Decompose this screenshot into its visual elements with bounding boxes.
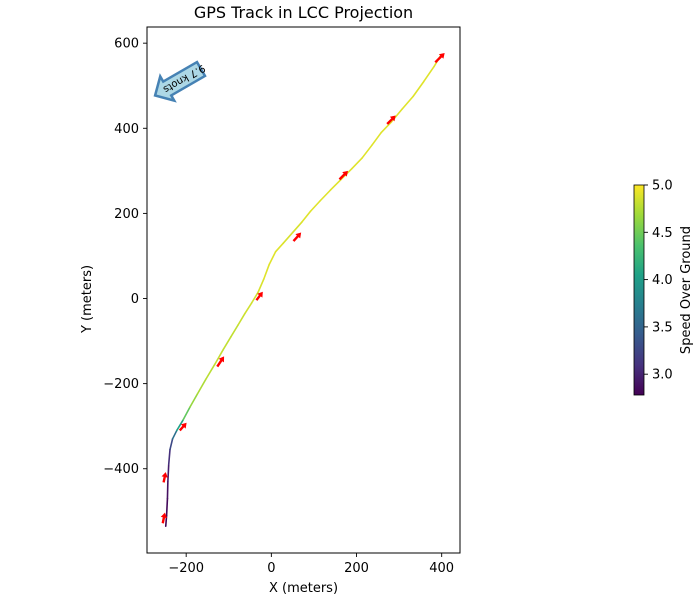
y-axis-label: Y (meters) bbox=[80, 265, 95, 334]
track-segment bbox=[262, 263, 271, 281]
track-segment bbox=[257, 278, 265, 293]
x-tick-label: 400 bbox=[429, 561, 454, 576]
track-segment bbox=[237, 312, 246, 326]
colorbar-gradient bbox=[633, 184, 645, 396]
track-segment bbox=[291, 221, 303, 234]
track-segment bbox=[380, 121, 393, 134]
plot-frame bbox=[146, 26, 461, 554]
colorbar-tick-label: 3.5 bbox=[652, 320, 673, 335]
direction-arrow bbox=[255, 291, 263, 301]
track-segment bbox=[196, 378, 207, 396]
direction-arrow bbox=[434, 52, 445, 64]
wind-arrow-icon bbox=[153, 60, 207, 103]
track-segment bbox=[165, 497, 169, 517]
colorbar-ticks: 5.0 4.5 4.0 3.5 3.0 bbox=[644, 179, 673, 383]
y-tick-label: 400 bbox=[114, 122, 139, 137]
colorbar-tick-label: 4.5 bbox=[652, 226, 673, 241]
track-segment bbox=[167, 448, 171, 466]
track-segment bbox=[361, 144, 373, 159]
y-tick-label: 600 bbox=[114, 37, 139, 52]
track-segment bbox=[204, 363, 216, 381]
track-segment bbox=[213, 348, 225, 366]
track-segment bbox=[167, 463, 170, 483]
direction-arrow bbox=[386, 115, 396, 125]
x-tick-label: −200 bbox=[168, 561, 204, 576]
track-segment bbox=[351, 157, 363, 170]
direction-arrow bbox=[292, 232, 302, 242]
track-segment bbox=[309, 199, 322, 213]
colorbar-tick-label: 4.0 bbox=[652, 273, 673, 288]
y-tick-label: −200 bbox=[103, 377, 139, 392]
y-tick-label: −400 bbox=[103, 462, 139, 477]
track-segment bbox=[412, 80, 425, 98]
track-segment bbox=[169, 438, 174, 451]
x-tick-label: 200 bbox=[344, 561, 369, 576]
direction-arrow bbox=[216, 356, 225, 368]
direction-arrow bbox=[338, 170, 349, 181]
track-segment bbox=[268, 250, 277, 266]
direction-arrow bbox=[178, 422, 187, 432]
track-segment bbox=[282, 231, 294, 244]
track-segment bbox=[244, 301, 253, 315]
track-segment bbox=[301, 210, 312, 223]
x-tick-label: 0 bbox=[267, 561, 275, 576]
track-segment bbox=[423, 65, 435, 83]
colorbar-tick-label: 3.0 bbox=[652, 368, 673, 383]
direction-arrow bbox=[161, 472, 168, 483]
chart-title: GPS Track in LCC Projection bbox=[194, 3, 413, 22]
track-segment bbox=[171, 429, 178, 440]
plot-area: 9.7 knots bbox=[146, 26, 461, 554]
x-axis: −200 0 200 400 bbox=[168, 553, 454, 576]
direction-arrow bbox=[160, 512, 168, 524]
track-segment bbox=[230, 324, 239, 338]
track-segment bbox=[189, 393, 199, 408]
colorbar: 5.0 4.5 4.0 3.5 3.0 Speed Over Ground bbox=[633, 179, 694, 396]
y-tick-label: 0 bbox=[131, 292, 139, 307]
colorbar-label: Speed Over Ground bbox=[679, 226, 694, 354]
track-segment bbox=[176, 418, 184, 432]
y-axis: −400 −200 0 200 400 600 bbox=[103, 37, 147, 477]
track-segment bbox=[182, 406, 191, 421]
track-segment bbox=[319, 189, 332, 202]
track-segment bbox=[371, 131, 383, 147]
y-tick-label: 200 bbox=[114, 207, 139, 222]
track-segment bbox=[401, 95, 414, 110]
track-segment bbox=[222, 336, 232, 351]
colorbar-tick-label: 5.0 bbox=[652, 179, 673, 194]
track-segment bbox=[329, 178, 342, 191]
direction-arrows bbox=[160, 52, 445, 524]
track-segment bbox=[274, 242, 285, 253]
track-segment bbox=[250, 291, 259, 304]
x-axis-label: X (meters) bbox=[269, 581, 338, 596]
